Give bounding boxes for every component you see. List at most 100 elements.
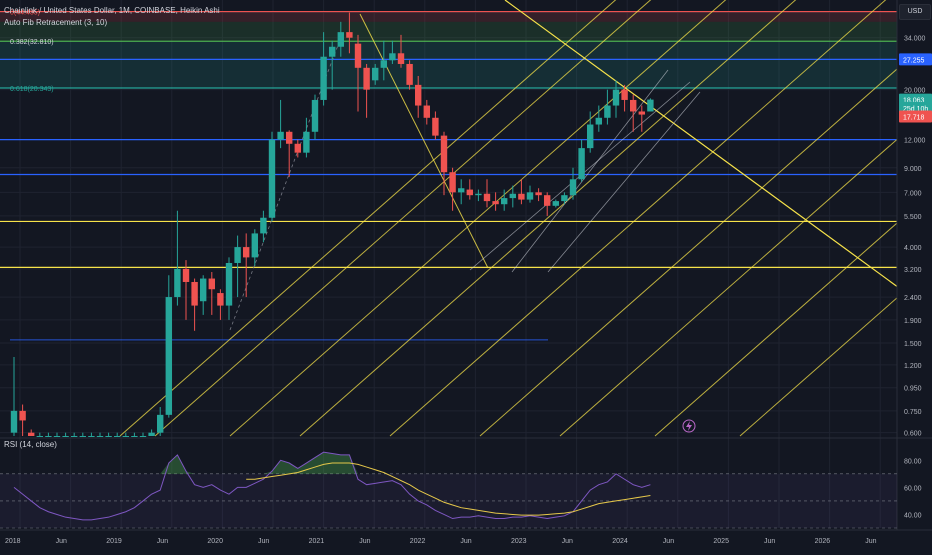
- candle-body: [96, 436, 104, 437]
- candle-body: [483, 193, 491, 202]
- fib-level-label: 0.382(32.810): [10, 39, 54, 46]
- candle-body: [294, 143, 301, 153]
- time-axis: [0, 530, 932, 550]
- lightning-icon: [682, 419, 696, 433]
- fib-level-label: 0.618(20.343): [10, 86, 54, 93]
- candle-body: [36, 436, 43, 437]
- channel-line: [299, 0, 797, 437]
- price-tick-label: 0.750: [904, 409, 922, 416]
- candle-body: [466, 189, 473, 196]
- price-tick-label: 5.500: [904, 214, 922, 221]
- price-tick-label: 1.900: [904, 318, 922, 325]
- candle-body: [647, 99, 654, 112]
- lightning-icon-bolt: [686, 421, 692, 431]
- candle-body: [114, 436, 121, 437]
- fib-band: [0, 21, 897, 42]
- candle-body: [286, 131, 293, 144]
- candle-body: [501, 198, 508, 205]
- candle-body: [363, 67, 370, 90]
- fib-band: [0, 41, 897, 88]
- candle-body: [19, 410, 26, 421]
- time-tick-label: 2023: [511, 538, 527, 545]
- candle-body: [243, 247, 250, 258]
- candle-body: [79, 436, 86, 437]
- time-tick-label: 2024: [612, 538, 628, 545]
- candle-body: [526, 192, 534, 200]
- rsi-band: [0, 473, 897, 528]
- candle-body: [389, 53, 396, 61]
- candle-body: [612, 89, 620, 106]
- candle-body: [225, 262, 233, 306]
- chart-title: Chainlink / United States Dollar, 1M, CO…: [4, 6, 220, 15]
- price-tick-label: 1.200: [904, 363, 922, 370]
- time-tick-label: 2026: [815, 538, 831, 545]
- time-tick-label: Jun: [258, 538, 269, 545]
- candle-body: [397, 53, 405, 64]
- price-tick-label: 20.000: [904, 88, 926, 95]
- candle-body: [346, 32, 353, 38]
- time-tick-label: 2021: [309, 538, 325, 545]
- candle-body: [587, 124, 594, 149]
- rsi-tick-label: 40.00: [904, 512, 922, 519]
- candle-body: [88, 436, 95, 437]
- candle-body: [337, 32, 344, 47]
- candle-body: [165, 297, 172, 415]
- price-tag-label: 25d 10h: [903, 106, 928, 113]
- channel-line-thin: [547, 91, 701, 273]
- candle-body: [174, 268, 181, 298]
- candle-body: [217, 293, 224, 306]
- currency-button[interactable]: USD: [899, 4, 931, 20]
- candle-body: [10, 410, 18, 433]
- price-tick-label: 7.000: [904, 190, 922, 197]
- candle-body: [277, 131, 284, 140]
- candle-body: [28, 432, 35, 436]
- channel-line-thin: [511, 69, 669, 273]
- channel-line: [559, 107, 932, 437]
- rsi-line: [13, 451, 651, 521]
- candle-body: [200, 278, 207, 302]
- channel-line: [739, 266, 932, 437]
- fib-band: [0, 11, 897, 22]
- price-tag-label: 27.255: [903, 57, 925, 64]
- candle-body: [415, 84, 422, 106]
- candle-body: [449, 172, 456, 193]
- price-axis: [897, 0, 932, 550]
- channel-line: [154, 0, 652, 437]
- channel-line: [389, 0, 887, 437]
- candle-body: [638, 111, 645, 115]
- candle-body: [139, 436, 147, 437]
- indicator-label[interactable]: Auto Fib Retracement (3, 10): [4, 18, 108, 27]
- time-tick-label: Jun: [663, 538, 674, 545]
- price-tick-label: 9.000: [904, 166, 922, 173]
- time-tick-label: Jun: [764, 538, 775, 545]
- candle-body: [440, 135, 448, 173]
- candle-body: [458, 188, 465, 193]
- time-tick-label: 2025: [713, 538, 729, 545]
- price-tick-label: 2.400: [904, 295, 922, 302]
- time-tick-label: Jun: [56, 538, 67, 545]
- candle-body: [544, 195, 551, 206]
- candle-body: [552, 201, 559, 206]
- candle-body: [492, 201, 499, 205]
- candle-body: [320, 56, 327, 100]
- candle-body: [71, 436, 78, 437]
- candle-body: [208, 278, 215, 290]
- price-tick-label: 4.000: [904, 245, 922, 252]
- price-tick-label: 3.200: [904, 267, 922, 274]
- candle-body: [595, 117, 602, 125]
- candle-body: [354, 43, 362, 68]
- price-tick-label: 34.000: [904, 36, 926, 43]
- rsi-label[interactable]: RSI (14, close): [4, 440, 57, 449]
- candle-body: [380, 60, 387, 68]
- candle-body: [578, 148, 585, 180]
- candle-body: [251, 233, 258, 258]
- channel-line: [229, 0, 727, 437]
- time-tick-label: 2019: [106, 538, 122, 545]
- candle-body: [105, 436, 112, 437]
- candle-body: [122, 436, 129, 437]
- candle-body: [260, 217, 267, 234]
- time-tick-label: 2022: [410, 538, 426, 545]
- time-tick-label: Jun: [157, 538, 168, 545]
